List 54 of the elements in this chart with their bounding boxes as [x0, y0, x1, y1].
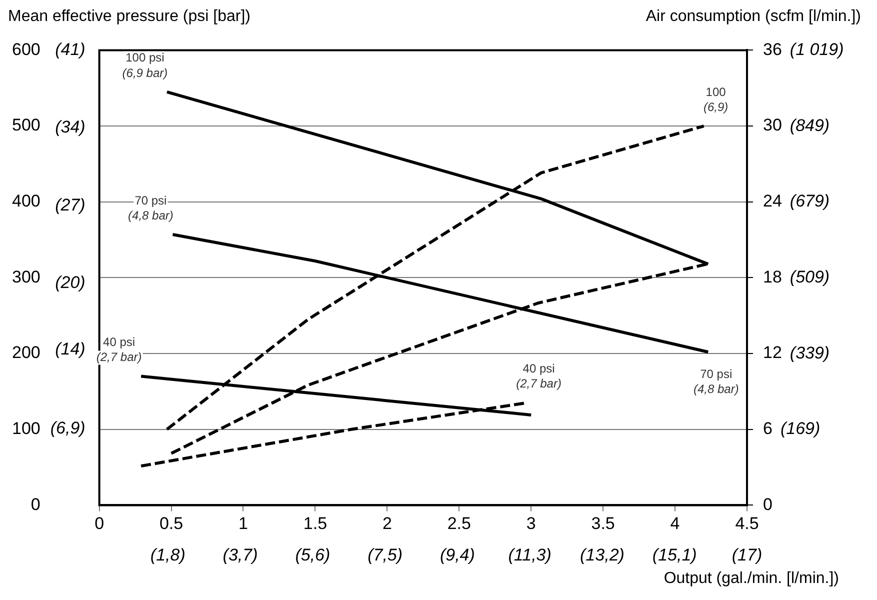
y3-tick-label: (20) [55, 272, 86, 292]
y-tick-label: 500 [12, 116, 40, 135]
x-tick-label: 2 [382, 514, 392, 534]
y2-tick-label: 18 [763, 267, 782, 286]
y-tick-label: 0 [30, 494, 40, 514]
y-axis-title: Mean effective pressure (psi [bar]) [8, 8, 250, 26]
series-label: 100 psi (6,9 bar) [122, 50, 168, 80]
y3-tick-label: (27) [55, 195, 86, 214]
text: (509) [790, 267, 830, 286]
x-tick-label: 0 [94, 514, 104, 534]
y-tick-label: 400 [12, 192, 40, 211]
series-label: 100 (6,9) [703, 84, 728, 114]
y-tick-label: 200 [12, 343, 40, 362]
x-tick-label: 1.5 [303, 514, 328, 534]
y2-tick-label: 6 [763, 419, 772, 438]
x-tick-label: 4 [670, 514, 680, 534]
x2-tick-label: (5,6) [295, 546, 330, 565]
series-label: 40 psi (2,7 bar) [96, 335, 142, 364]
x-tick-label: 3.5 [591, 514, 615, 534]
y3-tick-label: (41) [55, 40, 86, 59]
y-tick-label: 600 [12, 40, 40, 59]
annotation: 70 psi (4,8 bar) [693, 366, 739, 396]
x2-tick-label: (11,3) [508, 546, 552, 565]
series-label: 40 psi (2,7 bar) [516, 362, 562, 391]
x-tick-label: 2.5 [447, 514, 471, 534]
y-tick-label: 100 [12, 419, 40, 438]
y-tick-label: 300 [12, 267, 40, 286]
y2-axis-title: Air consumption (scfm [l/min.]) [646, 8, 861, 26]
x-axis-title: Output (gal./min. [l/min.]) [664, 570, 839, 588]
x2-tick-label: (7,5) [368, 546, 403, 565]
x2-tick-label: (17) [732, 546, 762, 565]
y2-tick-label: 24 [763, 192, 782, 211]
x-tick-label: 0.5 [159, 514, 184, 534]
y2-tick-label: 36 [763, 40, 782, 59]
x-tick-label: 1 [238, 514, 248, 534]
text: (1 019) [790, 40, 844, 59]
y3-tick-label: (6,9) [50, 418, 86, 438]
x2-tick-label: (15,1) [652, 546, 697, 565]
y3-tick-label: (14) [55, 340, 86, 359]
y3-tick-label: (34) [55, 118, 86, 137]
series-label: 70 psi (4,8 bar) [128, 193, 174, 222]
text: (339) [790, 343, 830, 362]
text: (679) [790, 192, 830, 211]
y2-tick-label: 12 [763, 343, 782, 362]
x2-tick-label: (13,2) [580, 546, 624, 565]
x-tick-label: 4.5 [735, 514, 759, 534]
x-tick-label: 3 [526, 514, 536, 534]
x2-tick-label: (1,8) [150, 546, 186, 565]
x2-tick-label: (3,7) [222, 546, 258, 565]
text: (849) [790, 116, 830, 135]
y2-tick-label: 30 [763, 116, 782, 135]
text: (169) [780, 419, 820, 438]
x2-tick-label: (9,4) [440, 546, 475, 565]
y2-tick-label: 0 [763, 494, 772, 514]
